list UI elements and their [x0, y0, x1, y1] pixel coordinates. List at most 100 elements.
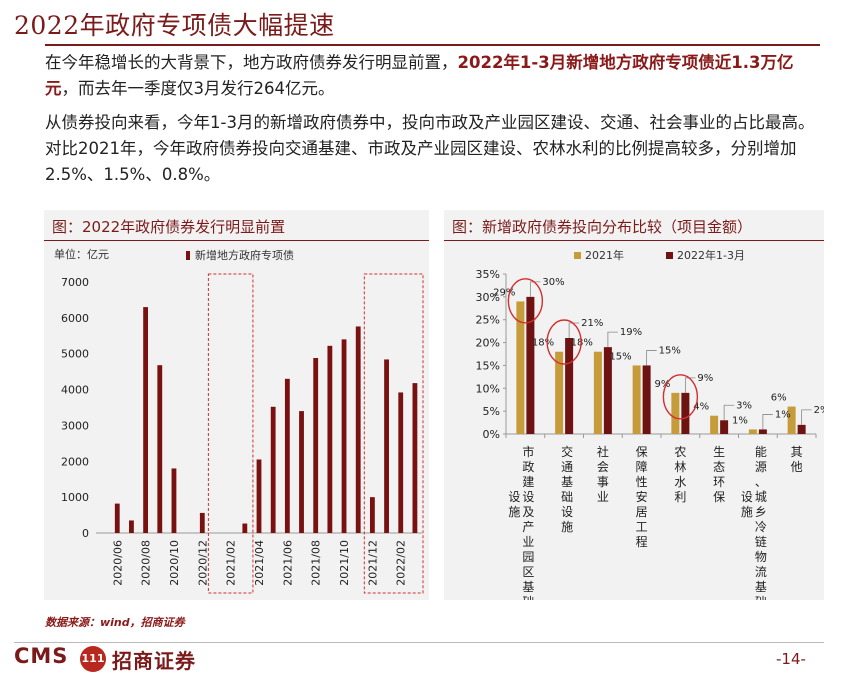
category-char: 基	[522, 580, 534, 594]
issuance-bar	[355, 326, 361, 533]
bar-2022	[565, 338, 574, 434]
category-char: 其	[791, 445, 803, 459]
bar-2022	[720, 420, 729, 434]
y-tick-label: 10%	[476, 382, 500, 395]
category-char: 物	[755, 550, 767, 564]
issuance-bar	[256, 459, 262, 533]
category-char: 冷	[755, 520, 767, 534]
category-char: 础	[522, 595, 534, 600]
bar-2022	[526, 296, 535, 434]
legend-swatch-2021	[574, 252, 581, 259]
issuance-bar	[114, 503, 120, 533]
data-label-2022: 9%	[697, 373, 713, 384]
legend-swatch	[186, 251, 190, 260]
data-label-2022: 1%	[775, 409, 791, 420]
category-label: 市政建设及产业园区基础 设施	[508, 444, 534, 609]
y-tick-label: 7000	[61, 276, 89, 289]
page-title: 2022年政府专项债大幅提速	[14, 11, 335, 40]
category-char: 源	[755, 460, 767, 474]
category-char: 础	[755, 595, 767, 600]
unit-label: 单位：亿元	[54, 247, 109, 261]
category-label: 其他	[791, 445, 803, 474]
intro-text-post: ，而去年一季度仅3月发行264亿元。	[61, 79, 335, 98]
bar-2021	[671, 392, 680, 434]
bar-2021	[710, 415, 719, 434]
allocation-chart-title-rule	[444, 240, 824, 241]
category-char: 农	[674, 445, 686, 459]
legend-swatch-2022	[666, 252, 673, 259]
data-label-2021: 9%	[655, 379, 671, 390]
category-char: 施	[508, 505, 520, 519]
category-char: 建	[522, 475, 534, 489]
leader-line	[568, 322, 580, 338]
bar-2021	[787, 406, 796, 434]
x-tick-label: 2022/02	[395, 540, 408, 586]
issuance-chart-title-rule	[44, 240, 429, 241]
category-char: 设	[561, 505, 573, 519]
category-char: 乡	[755, 505, 767, 519]
category-char: 工	[636, 520, 648, 534]
data-label-2021: 1%	[732, 415, 748, 426]
bar-2022	[681, 392, 690, 434]
category-char: 环	[713, 475, 725, 489]
issuance-bar	[171, 468, 177, 533]
category-char: 事	[597, 475, 609, 489]
data-label-2021: 4%	[693, 402, 709, 413]
analysis-paragraph: 从债券投向来看，今年1-3月的新增政府债券中，投向市政及产业园区建设、交通、社会…	[45, 113, 815, 184]
x-tick-label: 2021/06	[281, 540, 294, 586]
legend-label-2021: 2021年	[585, 248, 624, 262]
cms-logo-text: CMS	[14, 644, 69, 668]
company-name: 招商证券	[112, 649, 196, 673]
highlight-box	[207, 273, 254, 594]
category-label: 能源、城乡冷链物流基础 设施	[741, 445, 767, 609]
category-char: 设	[741, 490, 753, 504]
category-char: 保	[636, 445, 648, 459]
bar-2022	[603, 347, 612, 434]
issuance-bar	[313, 358, 319, 533]
highlight-circle	[507, 278, 544, 324]
category-char: 能	[755, 445, 767, 459]
x-tick-label: 2020/12	[196, 540, 209, 586]
category-char: 产	[522, 520, 534, 534]
issuance-bar	[242, 523, 248, 533]
category-char: 障	[636, 459, 648, 474]
x-tick-label: 2021/04	[253, 540, 266, 586]
bar-2021	[555, 351, 564, 434]
x-tick-label: 2021/02	[225, 540, 238, 586]
intro-text-pre: 在今年稳增长的大背景下，地方政府债券发行明显前置，	[45, 53, 458, 72]
y-tick-label: 3000	[61, 419, 89, 432]
highlight-circle	[546, 319, 582, 365]
data-label-2021: 18%	[532, 338, 554, 349]
category-char: 水	[674, 475, 686, 489]
x-tick-label: 2021/10	[338, 540, 351, 586]
footer-divider	[14, 642, 824, 643]
y-tick-label: 5000	[61, 348, 89, 361]
category-char: 政	[522, 460, 534, 474]
category-char: 会	[597, 460, 609, 474]
category-char: 安	[636, 489, 648, 504]
leader-line	[529, 281, 541, 297]
x-tick-label: 2021/12	[366, 540, 379, 586]
data-label-2022: 3%	[736, 400, 752, 411]
data-label-2022: 30%	[542, 277, 564, 288]
category-char: 城	[755, 490, 767, 504]
leader-line	[762, 414, 773, 430]
data-label-2022: 19%	[620, 327, 642, 338]
issuance-bar	[384, 359, 389, 533]
category-char: 施	[561, 520, 573, 534]
category-char: 设	[508, 490, 520, 504]
issuance-bar	[143, 307, 149, 533]
issuance-bar	[327, 345, 333, 533]
category-char: 社	[597, 444, 609, 459]
category-char: 程	[636, 534, 648, 549]
category-char: 利	[674, 490, 686, 504]
category-char: 通	[561, 460, 573, 474]
issuance-bar	[412, 383, 418, 533]
issuance-bar	[299, 411, 304, 533]
category-char: 性	[636, 475, 648, 489]
y-tick-label: 15%	[476, 359, 500, 372]
bar-2021	[632, 365, 641, 434]
issuance-bar	[199, 512, 205, 533]
leader-line	[684, 377, 696, 393]
data-source-note: 数据来源：wind，招商证券	[45, 616, 185, 629]
